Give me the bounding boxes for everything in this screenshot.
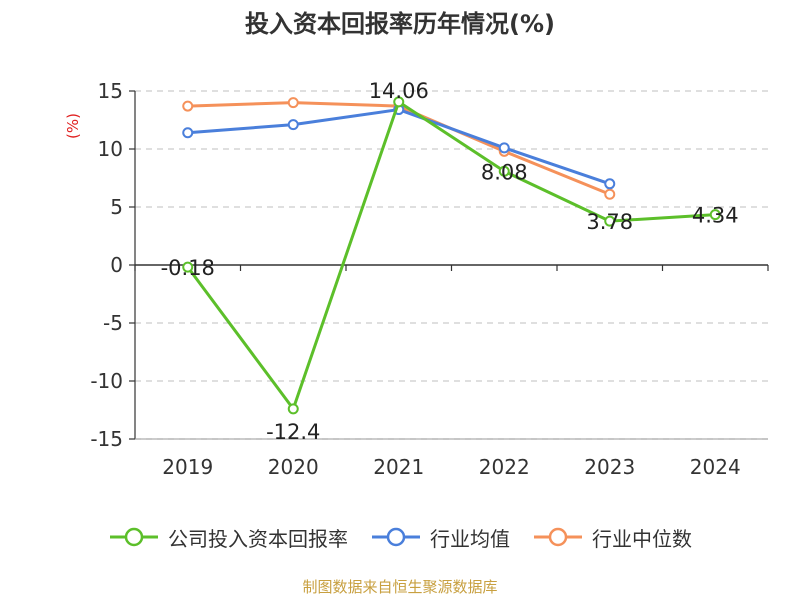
data-point xyxy=(393,96,405,108)
data-label: 14.06 xyxy=(369,79,429,103)
legend-line-circle-icon xyxy=(110,527,158,547)
x-tick-label: 2022 xyxy=(479,455,530,479)
data-point xyxy=(287,403,299,415)
data-point xyxy=(182,261,194,273)
legend-item[interactable]: 行业中位数 xyxy=(532,523,692,552)
legend-line-circle-icon xyxy=(534,527,582,547)
data-labels: -0.18 -12.4 14.06 8.08 3.78 4.34 xyxy=(161,79,739,444)
axes: 15 10 5 0 -5 -10 -15 2019 2020 2021 2022 2023 2024 xyxy=(90,79,769,479)
legend-label: 行业中位数 xyxy=(592,526,692,551)
chart-title: 投入资本回报率历年情况(%) xyxy=(245,10,555,38)
series-0 xyxy=(182,96,721,415)
legend-label: 公司投入资本回报率 xyxy=(168,526,348,551)
series-line xyxy=(186,100,716,411)
y-tick-label: 5 xyxy=(110,195,123,219)
data-point xyxy=(182,127,194,139)
data-label: -0.18 xyxy=(161,256,215,280)
data-label: 3.78 xyxy=(586,210,633,234)
y-tick-label: 0 xyxy=(110,253,123,277)
legend-label: 行业均值 xyxy=(430,526,510,551)
series-1 xyxy=(182,104,616,190)
data-label: 8.08 xyxy=(481,160,528,184)
x-tick-label: 2019 xyxy=(162,455,213,479)
data-point xyxy=(709,209,721,221)
data-label: -12.4 xyxy=(266,420,320,444)
legend-item[interactable]: 公司投入资本回报率 xyxy=(108,523,348,552)
y-axis-unit-label: (%) xyxy=(64,113,82,139)
legend-line-circle-icon xyxy=(372,527,420,547)
data-point xyxy=(182,100,194,112)
series-line xyxy=(187,108,611,186)
x-tick-label: 2024 xyxy=(690,455,741,479)
data-point xyxy=(498,165,510,177)
y-tick-label: -15 xyxy=(90,427,123,451)
x-tick-label: 2023 xyxy=(584,455,635,479)
x-tick-label: 2021 xyxy=(373,455,424,479)
data-point xyxy=(287,97,299,109)
x-tick-label: 2020 xyxy=(268,455,319,479)
data-point xyxy=(498,142,510,154)
series-lines xyxy=(182,96,721,415)
y-tick-label: 10 xyxy=(98,137,123,161)
data-point xyxy=(604,215,616,227)
data-point xyxy=(287,119,299,131)
data-point xyxy=(604,188,616,200)
data-point xyxy=(604,178,616,190)
y-tick-label: 15 xyxy=(98,79,123,103)
data-label: 4.34 xyxy=(692,204,739,228)
legend-item[interactable]: 行业均值 xyxy=(370,523,510,552)
y-tick-label: -5 xyxy=(103,311,123,335)
legend: 公司投入资本回报率 行业均值 行业中位数 xyxy=(0,520,800,554)
y-tick-label: -10 xyxy=(90,369,123,393)
source-note: 制图数据来自恒生聚源数据库 xyxy=(302,578,498,596)
